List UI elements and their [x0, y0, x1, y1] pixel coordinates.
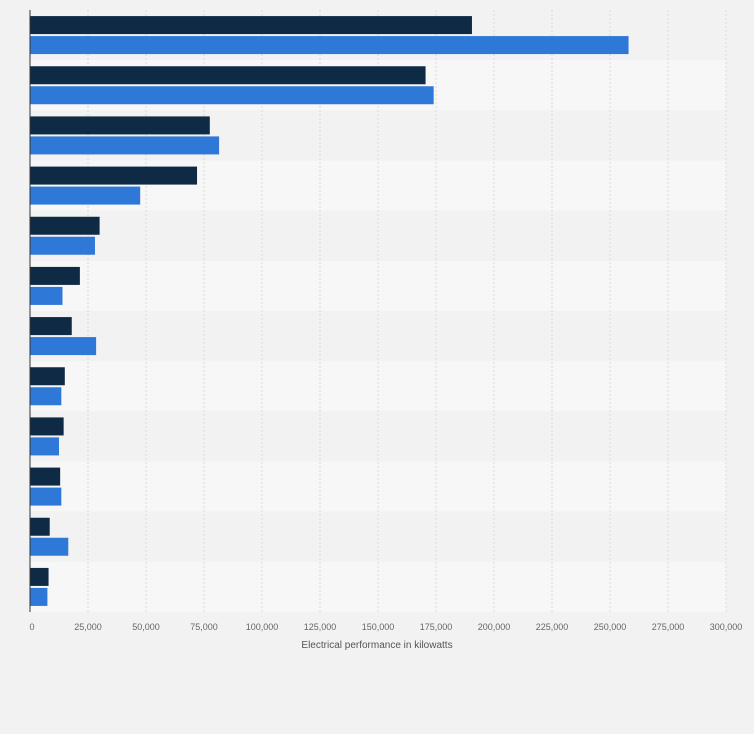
gridlines	[87, 10, 727, 612]
x-tick-label: 250,000	[594, 622, 627, 632]
bar-series-2[interactable]	[30, 236, 95, 255]
bar-series-2[interactable]	[30, 487, 62, 506]
bar-series-1[interactable]	[30, 166, 198, 185]
x-tick-label: 200,000	[478, 622, 511, 632]
bar-series-2[interactable]	[30, 36, 629, 55]
bar-series-2[interactable]	[30, 337, 97, 356]
bar-series-1[interactable]	[30, 116, 210, 135]
bar-series-2[interactable]	[30, 587, 48, 606]
x-tick-label: 75,000	[190, 622, 218, 632]
bar-series-1[interactable]	[30, 417, 64, 436]
bar-series-2[interactable]	[30, 286, 63, 305]
x-tick-label: 150,000	[362, 622, 395, 632]
x-tick-label: 175,000	[420, 622, 453, 632]
x-tick-label: 25,000	[74, 622, 102, 632]
bar-series-2[interactable]	[30, 86, 434, 105]
bar-series-1[interactable]	[30, 517, 50, 536]
x-tick-label: 100,000	[246, 622, 279, 632]
bar-series-2[interactable]	[30, 537, 69, 556]
bar-series-1[interactable]	[30, 16, 472, 35]
bar-series-1[interactable]	[30, 567, 49, 586]
x-tick-label: 50,000	[132, 622, 160, 632]
x-axis-ticks: 0 25,000 50,000 75,000 100,000 125,000 150,000…	[29, 622, 742, 632]
x-tick-label: 275,000	[652, 622, 685, 632]
x-tick-label: 300,000	[710, 622, 743, 632]
x-tick-label: 125,000	[304, 622, 337, 632]
bar-series-1[interactable]	[30, 317, 72, 336]
bar-series-2[interactable]	[30, 136, 220, 155]
row-band	[30, 511, 726, 562]
bar-series-2[interactable]	[30, 437, 59, 456]
x-tick-label: 0	[29, 622, 34, 632]
bar-series-1[interactable]	[30, 266, 80, 285]
bar-series-1[interactable]	[30, 467, 61, 486]
bar-series-1[interactable]	[30, 66, 426, 85]
x-axis-title: Electrical performance in kilowatts	[301, 640, 452, 651]
bars	[30, 16, 629, 606]
bar-series-1[interactable]	[30, 367, 65, 386]
bar-series-1[interactable]	[30, 216, 100, 235]
bar-series-2[interactable]	[30, 186, 141, 205]
x-tick-label: 225,000	[536, 622, 569, 632]
bar-series-2[interactable]	[30, 387, 62, 406]
